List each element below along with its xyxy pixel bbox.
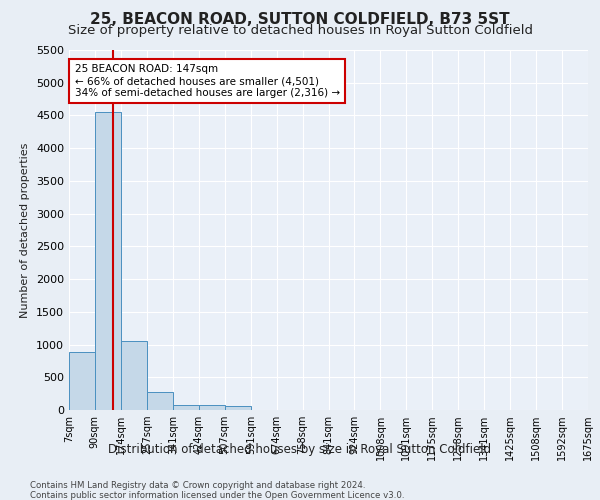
Text: 25, BEACON ROAD, SUTTON COLDFIELD, B73 5ST: 25, BEACON ROAD, SUTTON COLDFIELD, B73 5… <box>90 12 510 28</box>
Text: Size of property relative to detached houses in Royal Sutton Coldfield: Size of property relative to detached ho… <box>67 24 533 37</box>
Bar <box>224 406 251 410</box>
Text: Contains public sector information licensed under the Open Government Licence v3: Contains public sector information licen… <box>30 491 404 500</box>
Bar <box>69 352 95 410</box>
Text: 25 BEACON ROAD: 147sqm
← 66% of detached houses are smaller (4,501)
34% of semi-: 25 BEACON ROAD: 147sqm ← 66% of detached… <box>74 64 340 98</box>
Text: Contains HM Land Registry data © Crown copyright and database right 2024.: Contains HM Land Registry data © Crown c… <box>30 481 365 490</box>
Bar <box>95 112 121 410</box>
Text: Distribution of detached houses by size in Royal Sutton Coldfield: Distribution of detached houses by size … <box>109 442 491 456</box>
Bar <box>121 340 147 410</box>
Bar <box>199 406 224 410</box>
Bar <box>173 405 199 410</box>
Bar <box>147 392 173 410</box>
Y-axis label: Number of detached properties: Number of detached properties <box>20 142 31 318</box>
